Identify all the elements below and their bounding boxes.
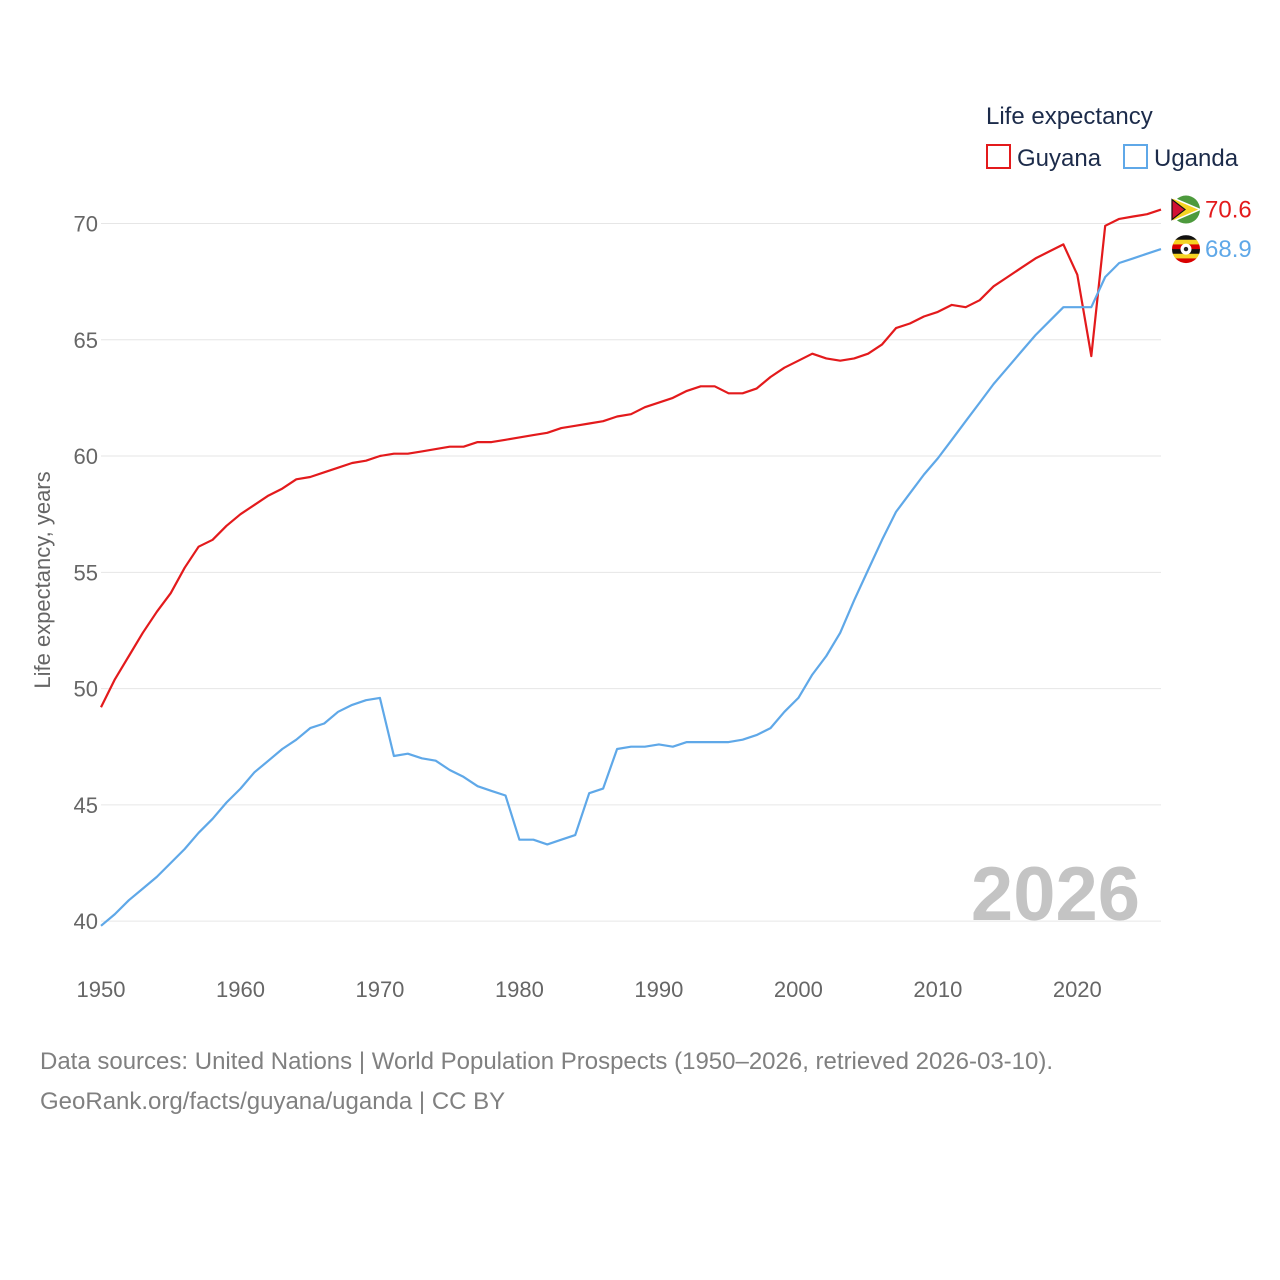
legend-label: Uganda bbox=[1154, 145, 1239, 172]
x-axis-ticks: 1950 1960 1970 1980 1990 2000 2010 2020 bbox=[77, 977, 1102, 1002]
legend-title: Life expectancy bbox=[986, 103, 1153, 130]
y-tick-label: 55 bbox=[74, 560, 98, 585]
y-tick-label: 40 bbox=[74, 909, 98, 934]
source-note: Data sources: United Nations | World Pop… bbox=[40, 1042, 1240, 1122]
x-tick-label: 2000 bbox=[774, 977, 823, 1002]
y-tick-label: 65 bbox=[74, 328, 98, 353]
x-tick-label: 1960 bbox=[216, 977, 265, 1002]
series-lines bbox=[100, 208, 1162, 927]
legend-label: Guyana bbox=[1017, 145, 1102, 172]
guyana-flag-icon bbox=[1171, 195, 1202, 224]
uganda-flag-icon bbox=[1172, 235, 1200, 264]
y-tick-label: 50 bbox=[74, 677, 98, 702]
legend-swatch bbox=[1123, 144, 1148, 169]
y-tick-label: 70 bbox=[74, 212, 98, 237]
y-axis-label: Life expectancy, years bbox=[30, 471, 55, 688]
year-watermark: 2026 bbox=[971, 852, 1140, 937]
x-tick-label: 2020 bbox=[1053, 977, 1102, 1002]
end-labels: 70.6 68.9 bbox=[1171, 195, 1252, 264]
source-credit: GeoRank.org/facts/guyana/uganda | CC BY bbox=[40, 1088, 506, 1115]
series-line-guyana bbox=[100, 208, 1162, 708]
gridlines bbox=[101, 223, 1161, 922]
x-tick-label: 1950 bbox=[77, 977, 126, 1002]
x-tick-label: 1980 bbox=[495, 977, 544, 1002]
source-line: Data sources: United Nations | World Pop… bbox=[40, 1048, 1054, 1075]
series-line-uganda bbox=[100, 248, 1162, 927]
x-tick-label: 2010 bbox=[913, 977, 962, 1002]
y-tick-label: 45 bbox=[74, 793, 98, 818]
y-tick-label: 60 bbox=[74, 444, 98, 469]
x-tick-label: 1970 bbox=[355, 977, 404, 1002]
x-tick-label: 1990 bbox=[634, 977, 683, 1002]
legend-swatch bbox=[986, 144, 1011, 169]
end-value-label: 70.6 bbox=[1205, 197, 1252, 224]
legend: Life expectancy Guyana Uganda bbox=[986, 103, 1239, 172]
y-axis-ticks: 40 45 50 55 60 65 70 bbox=[74, 212, 98, 935]
end-value-label: 68.9 bbox=[1205, 236, 1252, 263]
